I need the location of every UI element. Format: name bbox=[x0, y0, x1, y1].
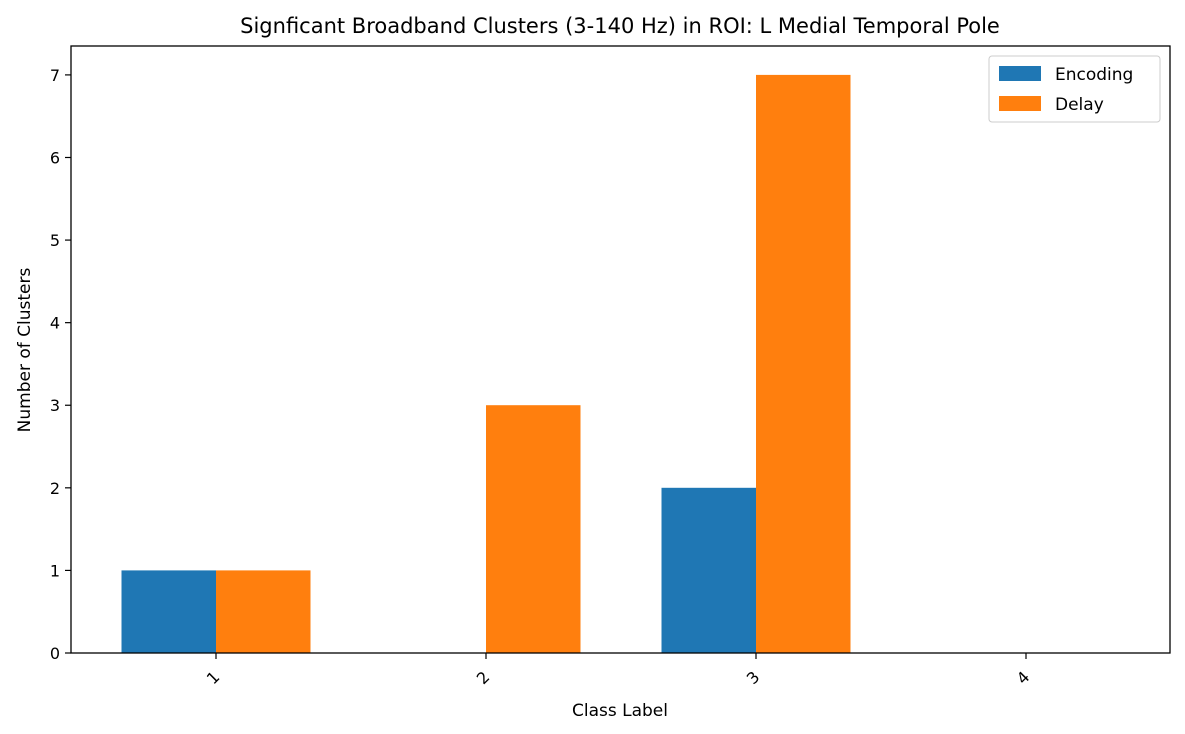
y-tick-label-4: 4 bbox=[50, 314, 60, 333]
x-axis: 1 2 3 4 bbox=[203, 653, 1034, 688]
y-tick-label-7: 7 bbox=[50, 66, 60, 85]
bar-encoding-1 bbox=[121, 570, 216, 653]
y-tick-label-2: 2 bbox=[50, 479, 60, 498]
y-tick-label-3: 3 bbox=[50, 396, 60, 415]
y-tick-label-6: 6 bbox=[50, 148, 60, 167]
x-tick-label-4: 4 bbox=[1013, 667, 1034, 688]
y-tick-label-1: 1 bbox=[50, 561, 60, 580]
x-tick-label-3: 3 bbox=[743, 667, 764, 688]
bar-encoding-3 bbox=[661, 487, 756, 653]
y-axis: 0 1 2 3 4 5 6 7 bbox=[50, 66, 71, 663]
bars-group bbox=[121, 74, 851, 653]
legend: Encoding Delay bbox=[988, 55, 1161, 123]
bar-delay-1 bbox=[216, 570, 311, 653]
bar-delay-2 bbox=[486, 405, 581, 653]
plot-frame bbox=[70, 45, 1171, 654]
legend-swatch-encoding bbox=[999, 66, 1041, 81]
legend-label-delay: Delay bbox=[1055, 95, 1104, 115]
legend-swatch-delay bbox=[999, 96, 1041, 111]
x-tick-label-1: 1 bbox=[203, 667, 224, 688]
y-tick-label-0: 0 bbox=[50, 644, 60, 663]
legend-label-encoding: Encoding bbox=[1055, 65, 1133, 85]
y-tick-label-5: 5 bbox=[50, 231, 60, 250]
chart-title: Signficant Broadband Clusters (3-140 Hz)… bbox=[240, 14, 1000, 38]
x-tick-label-2: 2 bbox=[473, 667, 494, 688]
x-axis-label: Class Label bbox=[572, 701, 668, 721]
y-axis-label: Number of Clusters bbox=[15, 268, 35, 433]
bar-delay-3 bbox=[756, 74, 851, 653]
